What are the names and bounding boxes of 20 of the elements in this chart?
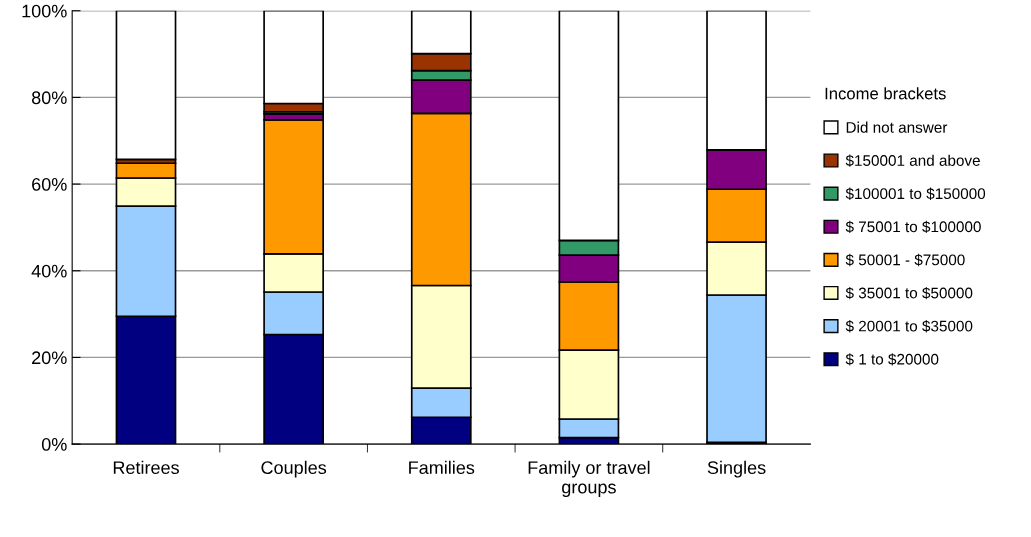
legend-label: $100001 to $150000 [845,187,986,200]
x-tick-label: Families [409,460,475,475]
y-tick-label: 60% [32,178,67,191]
legend-title: Income brackets [825,87,946,100]
legend-label: Did not answer [846,121,948,133]
legend-label: $ 75001 to $100000 [845,220,981,234]
y-tick-label: 40% [31,264,67,278]
legend-label: $ 1 to $20000 [845,353,939,366]
x-tick-label: Couples [261,460,327,478]
x-tick-label: Retirees [113,460,179,475]
y-tick-label: 0% [41,438,67,451]
x-tick-label: Singles [707,460,766,478]
x-tick-label: Family or travel groups [528,460,650,498]
y-tick-label: 20% [32,351,67,365]
y-tick-label: 100% [22,4,67,18]
legend-label: $150001 and above [845,154,980,167]
legend-label: $ 20001 to $35000 [845,320,973,333]
legend-label: $ 50001 - $75000 [845,253,965,267]
y-tick-label: 80% [31,91,67,105]
legend-label: $ 35001 to $50000 [845,286,973,300]
